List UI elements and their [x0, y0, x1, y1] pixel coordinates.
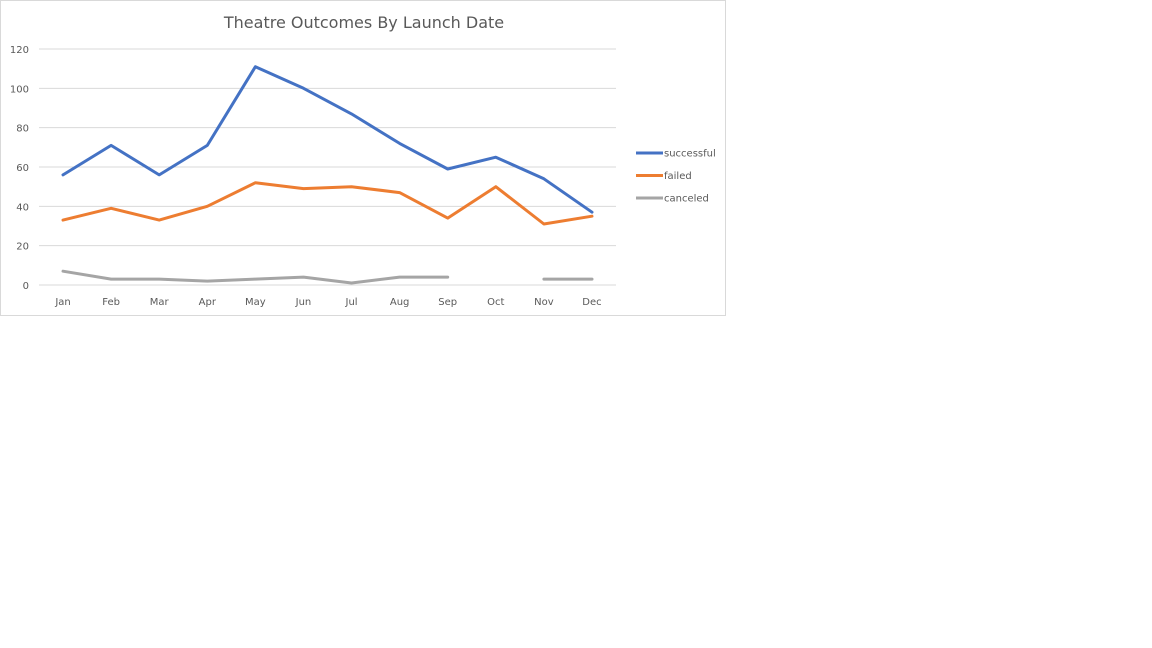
data-point — [398, 142, 401, 145]
x-axis-ticks: Jan Feb Mar Apr May Jun Jul Aug Sep Oct Nov Dec — [54, 297, 601, 308]
legend-label: successful — [664, 149, 716, 160]
legend-label: canceled — [664, 194, 709, 205]
x-tick-label: Dec — [582, 297, 601, 308]
x-tick-label: Feb — [102, 297, 120, 308]
y-tick-label: 0 — [23, 281, 29, 292]
y-axis-ticks: 0 20 40 60 80 100 120 — [10, 45, 29, 292]
data-point — [206, 205, 209, 208]
data-point — [110, 278, 113, 281]
data-point — [494, 156, 497, 159]
series-lines — [61, 65, 594, 285]
chart-area: Theatre Outcomes By Launch Date 0 20 40 60 8… — [0, 0, 726, 316]
data-point — [254, 278, 257, 281]
data-point — [398, 276, 401, 279]
series-line-failed — [61, 181, 594, 226]
data-point — [446, 276, 449, 279]
legend-item-failed: failed — [636, 171, 692, 182]
data-point — [110, 207, 113, 210]
series-line-canceled — [61, 269, 594, 285]
series-failed — [61, 181, 594, 226]
x-tick-label: Mar — [150, 297, 170, 308]
legend-item-canceled: canceled — [636, 194, 709, 205]
x-tick-label: Nov — [534, 297, 554, 308]
data-point — [62, 173, 65, 176]
data-point — [110, 144, 113, 147]
data-point — [350, 185, 353, 188]
x-tick-label: Jul — [345, 297, 358, 308]
x-tick-label: Aug — [390, 297, 410, 308]
y-tick-label: 40 — [16, 202, 29, 213]
data-point — [62, 219, 65, 222]
data-point — [350, 282, 353, 285]
data-point — [254, 65, 257, 68]
data-point — [590, 278, 593, 281]
data-point — [206, 144, 209, 147]
data-point — [398, 191, 401, 194]
x-tick-label: May — [245, 297, 266, 308]
x-tick-label: Apr — [199, 297, 217, 308]
chart-title: Theatre Outcomes By Launch Date — [223, 13, 504, 32]
x-tick-label: Jan — [54, 297, 70, 308]
x-tick-label: Sep — [438, 297, 457, 308]
data-point — [350, 112, 353, 115]
data-point — [542, 177, 545, 180]
series-successful — [61, 65, 594, 214]
data-point — [494, 185, 497, 188]
data-point — [302, 276, 305, 279]
data-point — [158, 219, 161, 222]
series-line-successful — [61, 65, 594, 214]
y-tick-label: 20 — [16, 242, 29, 253]
y-tick-label: 80 — [16, 124, 29, 135]
x-tick-label: Oct — [487, 297, 504, 308]
line-chart: Theatre Outcomes By Launch Date 0 20 40 60 8… — [10, 13, 716, 308]
y-tick-label: 60 — [16, 163, 29, 174]
data-point — [590, 211, 593, 214]
legend-label: failed — [664, 171, 692, 182]
legend: successful failed canceled — [636, 149, 716, 205]
data-point — [542, 278, 545, 281]
data-point — [446, 167, 449, 170]
data-point — [590, 215, 593, 218]
y-tick-label: 100 — [10, 84, 29, 95]
gridlines — [39, 48, 616, 286]
data-point — [254, 181, 257, 184]
series-canceled — [61, 269, 594, 285]
data-point — [302, 87, 305, 90]
y-tick-label: 120 — [10, 45, 29, 56]
data-point — [206, 280, 209, 283]
data-point — [446, 217, 449, 220]
data-point — [158, 278, 161, 281]
data-point — [62, 270, 65, 273]
x-tick-label: Jun — [295, 297, 312, 308]
data-point — [542, 223, 545, 226]
legend-item-successful: successful — [636, 149, 716, 160]
data-point — [302, 187, 305, 190]
data-point — [158, 173, 161, 176]
